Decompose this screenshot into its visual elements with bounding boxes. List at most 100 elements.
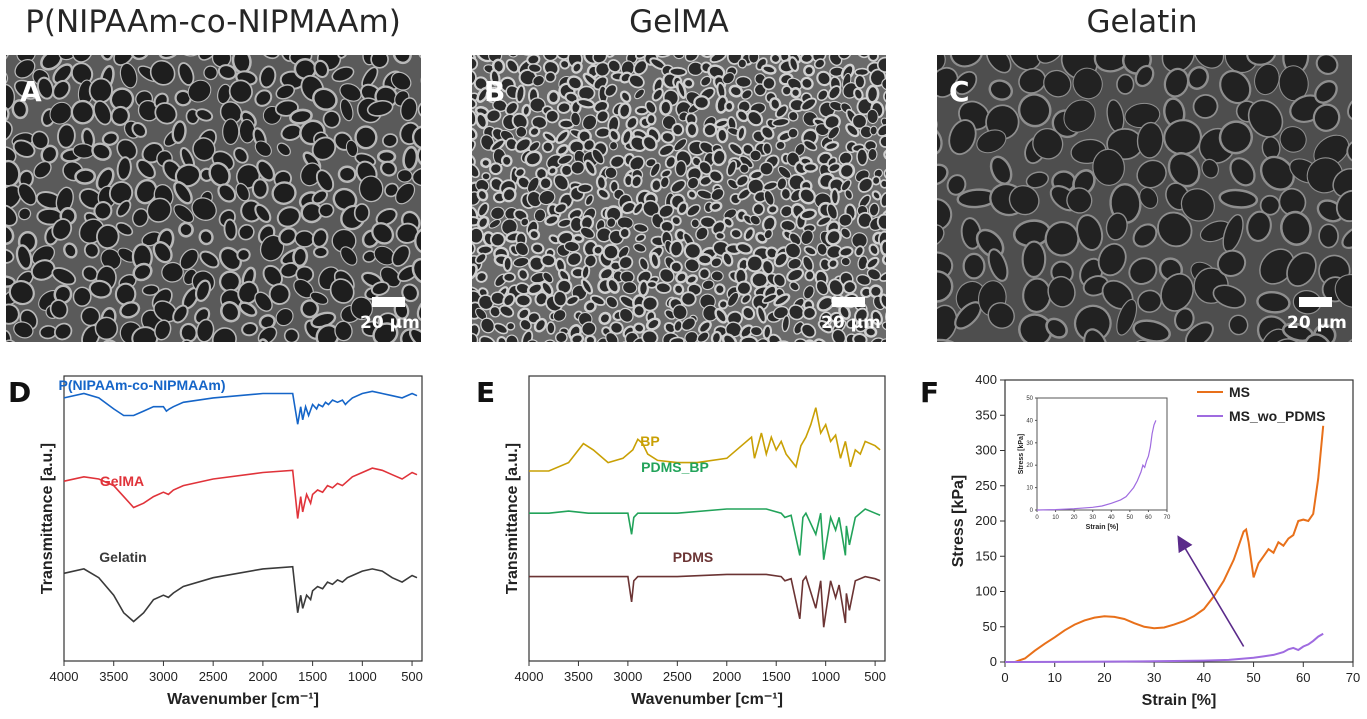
sem-pore xyxy=(987,302,1015,329)
sem-pore xyxy=(749,214,761,226)
sem-pore xyxy=(493,322,509,335)
sem-pore xyxy=(276,206,301,228)
inset-y-tick-label: 10 xyxy=(1026,486,1033,492)
sem-pore xyxy=(553,202,568,215)
sem-pore xyxy=(257,338,272,342)
sem-pore xyxy=(739,324,754,339)
sem-pore xyxy=(762,142,773,156)
sem-pore xyxy=(33,160,52,179)
sem-pore xyxy=(6,339,18,342)
sem-pore xyxy=(859,125,874,139)
sem-pore xyxy=(622,281,638,295)
sem-pore xyxy=(937,197,953,232)
sem-pore xyxy=(279,262,300,279)
sem-pore xyxy=(570,160,585,175)
sem-pore xyxy=(803,285,815,300)
sem-pore xyxy=(313,59,330,79)
sem-pore xyxy=(671,122,685,137)
sem-pore xyxy=(709,201,723,212)
sem-pore xyxy=(322,110,341,129)
sem-pore xyxy=(480,157,492,169)
sem-pore xyxy=(655,281,672,294)
sem-pore xyxy=(171,120,187,145)
sem-pore xyxy=(557,154,574,166)
sem-pore xyxy=(382,133,399,148)
ftir-chart-e: 4000 3500 3000 2500 2000 1500 1000 500 Wavenumbe… xyxy=(504,375,886,708)
sem-pore xyxy=(752,202,765,216)
sem-pore xyxy=(827,258,839,270)
sem-pore xyxy=(827,126,840,140)
sem-pore xyxy=(879,271,886,282)
sem-pore xyxy=(485,108,502,123)
scale-bar-a xyxy=(372,297,405,307)
sem-pore xyxy=(416,144,421,168)
sem-pore xyxy=(604,166,618,179)
sem-pore xyxy=(113,55,135,66)
sem-pore xyxy=(698,267,711,280)
sem-pore xyxy=(498,304,515,318)
sem-pore xyxy=(1184,321,1214,342)
sem-pore xyxy=(500,154,513,167)
sem-pore xyxy=(618,307,634,323)
sem-pore xyxy=(477,294,495,311)
series-annotation: P(NIPAAm-co-NIPMAAm) xyxy=(59,377,226,393)
sem-pore xyxy=(787,127,799,139)
sem-pore xyxy=(840,256,851,267)
sem-pore xyxy=(607,59,622,73)
inset-x-tick-label: 40 xyxy=(1108,515,1115,521)
sem-pore xyxy=(740,293,752,305)
sem-pore xyxy=(1136,159,1167,189)
sem-pore xyxy=(879,239,886,256)
y-tick-label: 300 xyxy=(975,443,997,458)
sem-pore xyxy=(1193,55,1225,69)
sem-pore xyxy=(718,299,729,310)
sem-pore xyxy=(505,334,519,342)
sem-pore xyxy=(1224,55,1259,74)
sem-pore xyxy=(116,199,132,218)
sem-pore xyxy=(693,95,711,110)
sem-pore xyxy=(1132,319,1171,342)
sem-pore xyxy=(766,204,779,215)
sem-pore xyxy=(763,228,774,240)
sem-pore xyxy=(865,256,880,270)
sem-pore xyxy=(727,291,740,307)
x-tick-label: 40 xyxy=(1197,670,1211,685)
sem-pore xyxy=(1246,55,1277,66)
sem-pore xyxy=(515,84,526,104)
sem-pore xyxy=(1045,317,1068,339)
sem-pore xyxy=(580,278,594,295)
sem-pore xyxy=(553,173,570,191)
sem-pore xyxy=(696,253,713,266)
sem-pore xyxy=(870,309,883,326)
sem-pore xyxy=(803,245,818,257)
sem-pore xyxy=(670,179,687,194)
sem-pore xyxy=(721,251,734,267)
sem-pore xyxy=(669,239,684,258)
sem-pore xyxy=(775,140,786,151)
sem-pore xyxy=(867,55,879,62)
inset-series-line xyxy=(1036,420,1157,511)
sem-pore xyxy=(96,224,120,250)
sem-pore xyxy=(254,203,272,223)
sem-pore xyxy=(617,102,632,120)
sem-pore xyxy=(1134,64,1155,88)
sem-pore xyxy=(868,202,880,217)
sem-pore xyxy=(816,70,832,87)
panel-label-e: E xyxy=(476,376,496,409)
panel-label-a: A xyxy=(20,75,42,108)
sem-pore xyxy=(472,241,476,256)
sem-pore xyxy=(876,213,886,231)
sem-pore xyxy=(1032,127,1064,160)
sem-pore xyxy=(14,59,36,79)
sem-pore xyxy=(1116,73,1135,95)
sem-pore xyxy=(275,307,294,327)
sem-pore xyxy=(570,333,585,342)
sem-pore xyxy=(659,99,673,116)
sem-pore xyxy=(774,340,791,342)
sem-pore xyxy=(278,227,298,246)
sem-pore xyxy=(803,339,816,342)
sem-image-b: B 20 µm xyxy=(472,55,886,342)
sem-pore xyxy=(871,175,881,186)
panel-label-f: F xyxy=(920,376,940,409)
plot-frame xyxy=(63,375,423,662)
